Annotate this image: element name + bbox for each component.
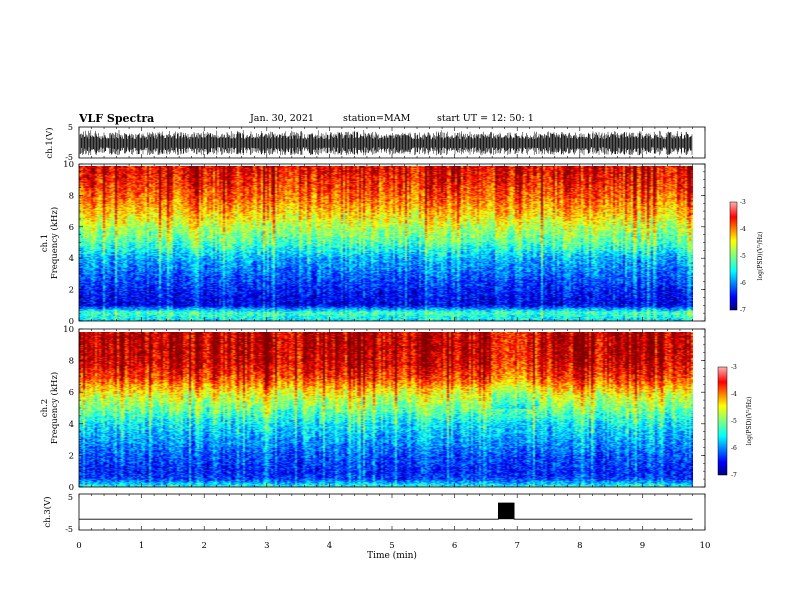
colorbar-tick-label: -6 bbox=[740, 280, 746, 287]
ch2-spec-label: ch.2 bbox=[40, 399, 50, 417]
colorbar-tick-label: -3 bbox=[740, 199, 746, 206]
time-tick-label: 9 bbox=[640, 541, 645, 551]
time-tick-label: 4 bbox=[327, 541, 332, 551]
time-tick-label: 2 bbox=[201, 541, 206, 551]
ch3-pulse-block bbox=[498, 503, 515, 520]
freq-tick-label: 10 bbox=[63, 160, 74, 170]
ch1-colorbar-label: log(PSD)(V²/Hz) bbox=[757, 232, 764, 281]
ch1-waveform-trace bbox=[79, 129, 693, 156]
colorbar-tick-label: -5 bbox=[740, 253, 746, 260]
ch1-colorbar-gradient bbox=[729, 201, 738, 311]
ch1-spectrogram-image bbox=[79, 166, 693, 321]
freq-tick-label: 2 bbox=[69, 451, 74, 461]
time-tick-label: 0 bbox=[76, 541, 81, 551]
ch1-wave-ylabel: ch.1(V) bbox=[44, 127, 55, 158]
ch2-freq-ylabel: Frequency (kHz) bbox=[49, 372, 60, 444]
time-tick-label: 6 bbox=[452, 541, 457, 551]
ch1-ytick-5: 5 bbox=[68, 123, 73, 132]
ch1-ytick-neg5: -5 bbox=[65, 153, 73, 162]
time-tick-label: 1 bbox=[139, 541, 144, 551]
station-label: station=MAM bbox=[343, 113, 411, 124]
time-tick-label: 7 bbox=[514, 541, 519, 551]
ch2-colorbar-label: log(PSD)(V²/Hz) bbox=[746, 397, 753, 446]
ch2-spectrogram-panel: 0 2 4 6 8 10 ch.2 Frequency (kHz) bbox=[40, 325, 706, 493]
freq-tick-label: 6 bbox=[69, 223, 74, 233]
ch3-ytick-neg5: -5 bbox=[65, 525, 73, 534]
ch1-colorbar: -7 -6 -5 -4 -3 log(PSD)(V²/Hz) bbox=[729, 199, 764, 314]
colorbar-tick-label: -4 bbox=[740, 226, 746, 233]
colorbar-tick-label: -6 bbox=[731, 445, 737, 452]
ch3-wave-ylabel: ch.3(V) bbox=[42, 496, 53, 527]
time-tick-label: 10 bbox=[700, 541, 711, 551]
colorbar-tick-label: -7 bbox=[740, 307, 746, 314]
freq-tick-label: 4 bbox=[69, 420, 74, 430]
ch1-colorbar-ticks: -7 -6 -5 -4 -3 bbox=[740, 199, 746, 314]
freq-tick-label: 8 bbox=[69, 357, 74, 367]
time-axis-ticks bbox=[78, 127, 706, 530]
time-axis-labels: 0 1 2 3 4 5 6 7 8 9 10 bbox=[76, 541, 710, 551]
ch3-waveform-panel: 5 -5 ch.3(V) bbox=[42, 493, 706, 534]
time-axis-label: Time (min) bbox=[367, 550, 417, 561]
freq-tick-label: 6 bbox=[69, 388, 74, 398]
freq-tick-label: 0 bbox=[69, 317, 74, 327]
freq-tick-label: 0 bbox=[69, 483, 74, 493]
time-tick-label: 5 bbox=[389, 541, 394, 551]
start-time-label: start UT = 12: 50: 1 bbox=[437, 113, 534, 124]
ch2-freq-ticks: 0 2 4 6 8 10 bbox=[63, 325, 705, 493]
freq-tick-label: 4 bbox=[69, 254, 74, 264]
colorbar-tick-label: -5 bbox=[731, 418, 737, 425]
freq-tick-label: 2 bbox=[69, 286, 74, 296]
ch2-colorbar-ticks: -7 -6 -5 -4 -3 bbox=[731, 364, 737, 479]
ch1-spectrogram-panel: 0 2 4 6 8 10 ch.1 Frequency (kHz) bbox=[40, 160, 706, 327]
ch2-colorbar-gradient bbox=[717, 366, 728, 476]
colorbar-tick-label: -4 bbox=[731, 391, 737, 398]
figure-title: VLF Spectra bbox=[79, 112, 155, 125]
ch1-waveform-panel: 5 -5 ch.1(V) bbox=[44, 123, 706, 162]
ch2-colorbar: -7 -6 -5 -4 -3 log(PSD)(V²/Hz) bbox=[717, 364, 753, 479]
ch1-spec-label: ch.1 bbox=[40, 234, 50, 252]
ch3-ytick-5: 5 bbox=[68, 493, 73, 502]
colorbar-tick-label: -3 bbox=[731, 364, 737, 371]
date-label: Jan. 30, 2021 bbox=[250, 113, 314, 124]
time-tick-label: 8 bbox=[577, 541, 582, 551]
ch1-freq-ylabel: Frequency (kHz) bbox=[49, 207, 60, 279]
freq-tick-label: 8 bbox=[69, 191, 74, 201]
time-tick-label: 3 bbox=[264, 541, 269, 551]
freq-tick-label: 10 bbox=[63, 325, 74, 335]
ch3-waveform-frame bbox=[78, 493, 706, 531]
ch1-freq-ticks: 0 2 4 6 8 10 bbox=[63, 160, 705, 327]
ch2-spectrogram-image bbox=[79, 332, 693, 487]
colorbar-tick-label: -7 bbox=[731, 472, 737, 479]
